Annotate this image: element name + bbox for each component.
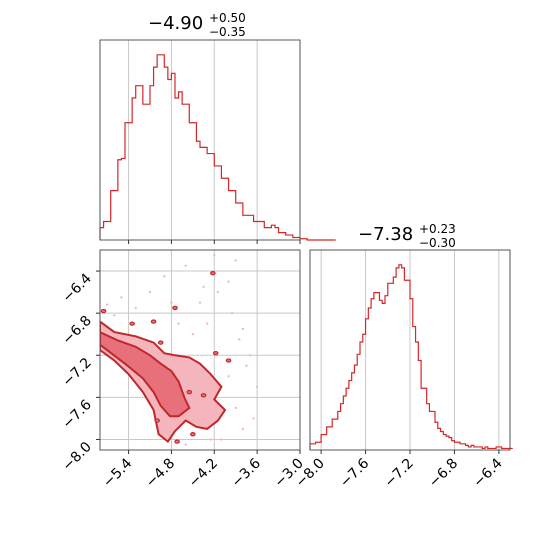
scatter-point: [238, 338, 241, 341]
scatter-point: [213, 254, 216, 257]
x-tick-label: −6.8: [426, 456, 461, 491]
contour-speck: [174, 439, 180, 444]
y-tick-label: −7.2: [59, 355, 94, 390]
contour-y-ticks: −6.4 −6.8 −7.2 −7.6 −8.0: [59, 271, 100, 474]
scatter-point: [202, 285, 205, 289]
scatter-point: [184, 264, 187, 267]
top-panel-frame: [99, 39, 301, 241]
scatter-point: [248, 354, 252, 357]
x-tick-label: −3.6: [229, 455, 264, 490]
histogram-panel-top: −4.90 +0.50 −0.35: [99, 11, 336, 244]
x-tick-label: −6.4: [470, 455, 505, 490]
y-tick-label: −6.4: [59, 271, 94, 306]
scatter-point: [163, 275, 166, 278]
scatter-point: [184, 443, 187, 446]
top-histogram-line: [99, 54, 336, 241]
x-tick-label: −7.2: [381, 456, 416, 491]
contour-speck: [210, 270, 216, 276]
right-histogram-line: [309, 264, 513, 450]
scatter-point: [245, 364, 248, 367]
scatter-point: [170, 301, 173, 304]
scatter-point: [205, 322, 209, 325]
contour-speck: [157, 340, 164, 345]
top-title-minus: −0.35: [209, 25, 246, 39]
contour-speck: [190, 432, 196, 437]
x-tick-label: −4.2: [186, 456, 221, 491]
scatter-point: [198, 301, 202, 304]
contour-scatter: [105, 254, 259, 446]
x-tick-label: −7.6: [337, 455, 372, 490]
contour-speck: [129, 321, 135, 326]
scatter-point: [148, 290, 152, 294]
top-title-value: −4.90: [148, 13, 203, 34]
scatter-point: [252, 417, 255, 420]
contour-speck: [172, 305, 178, 311]
contour-panel-frame: [99, 249, 301, 451]
y-tick-label: −7.6: [59, 397, 94, 432]
top-title-plus: +0.50: [209, 11, 246, 25]
right-title-minus: −0.30: [419, 236, 456, 250]
scatter-point: [227, 375, 230, 378]
contour-speck: [186, 389, 193, 395]
scatter-point: [241, 327, 245, 331]
contour-speck: [200, 393, 207, 398]
right-title-plus: +0.23: [419, 222, 456, 236]
y-tick-label: −6.8: [59, 313, 94, 348]
right-title-value: −7.38: [358, 224, 413, 245]
x-tick-label: −4.8: [143, 456, 178, 491]
scatter-point: [134, 306, 137, 310]
contour-specks: [100, 270, 232, 444]
x-tick-label: −5.4: [100, 455, 135, 490]
y-tick-label: −8.0: [59, 439, 94, 474]
inner-contour: [100, 330, 191, 418]
scatter-point: [177, 322, 180, 325]
scatter-point: [191, 333, 195, 336]
top-grid: [128, 40, 258, 240]
histogram-panel-right: −8.0 −7.6 −7.2 −6.8 −6.4 −7.38 +0.23 −0.30: [293, 222, 513, 491]
scatter-point: [241, 427, 245, 431]
scatter-point: [227, 280, 230, 283]
contour-speck: [100, 308, 107, 314]
scatter-point: [230, 311, 234, 315]
scatter-point: [105, 303, 109, 306]
contour-x-ticks: −5.4 −4.8 −4.2 −3.6 −3.0: [100, 450, 307, 491]
right-x-ticks: −8.0 −7.6 −7.2 −6.8 −6.4: [293, 450, 506, 491]
scatter-point: [120, 296, 123, 299]
scatter-point: [234, 406, 237, 410]
scatter-point: [220, 438, 223, 441]
scatter-point: [234, 259, 237, 262]
contour-speck: [225, 358, 232, 363]
contour-speck: [150, 319, 157, 324]
contour-panel: −5.4 −4.8 −4.2 −3.6 −3.0 −6.4 −6.8 −7.2 −7.6 −8.…: [59, 249, 307, 491]
scatter-point: [113, 314, 116, 317]
scatter-point: [216, 290, 220, 294]
scatter-point: [255, 385, 259, 389]
contour-speck: [212, 350, 219, 356]
top-x-ticks: [128, 240, 301, 244]
contour-speck: [154, 418, 160, 423]
scatter-point: [209, 438, 212, 441]
